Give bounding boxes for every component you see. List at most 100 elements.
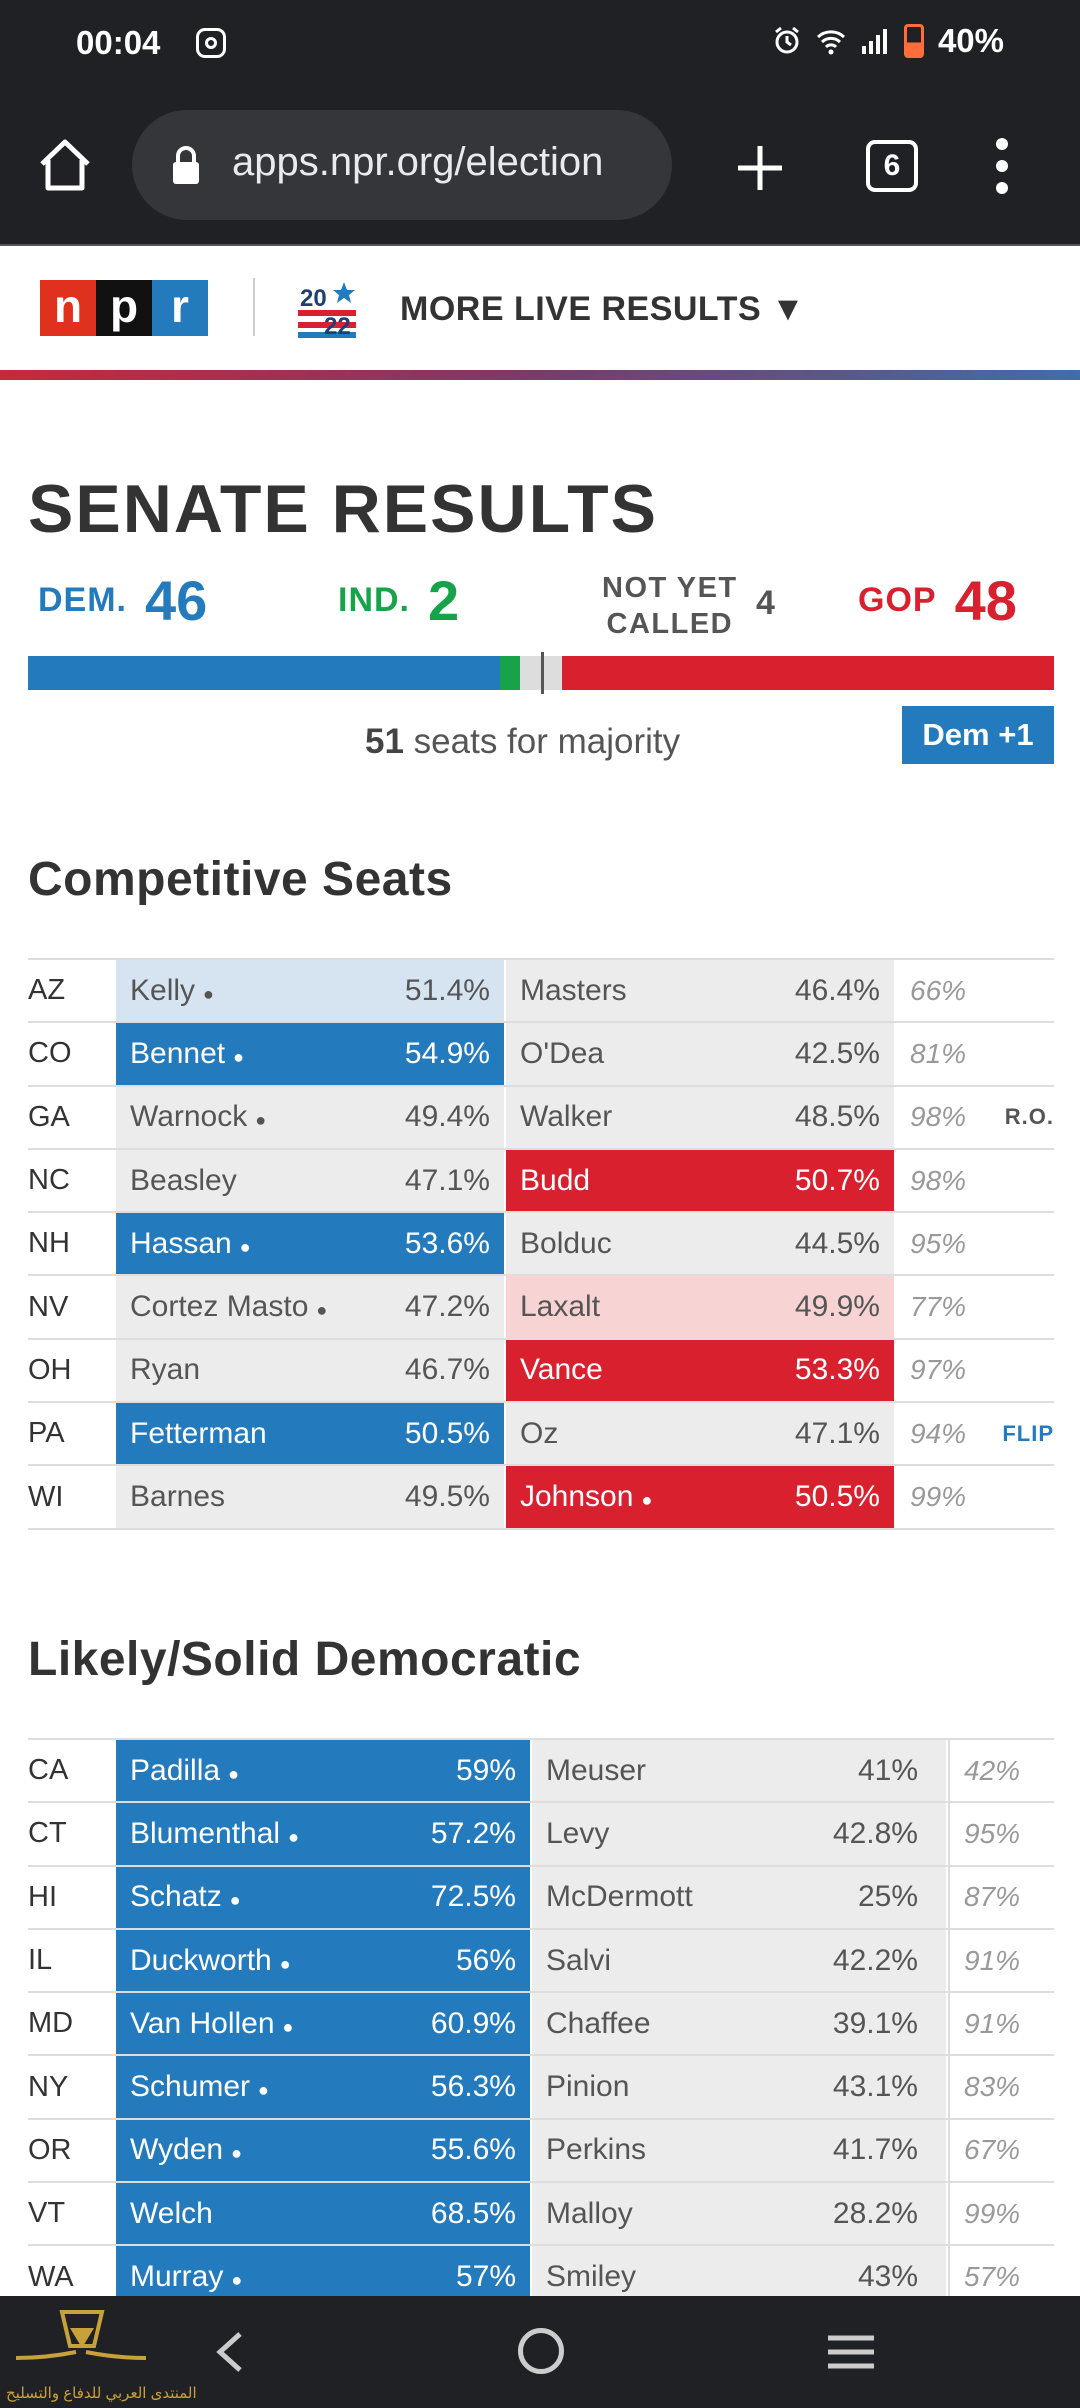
race-flag — [986, 1023, 1054, 1084]
table-row[interactable]: CO Bennet ● 54.9% O'Dea 42.5% 81% — [28, 1023, 1054, 1087]
vote-percent: 50.5% — [404, 1416, 490, 1450]
address-bar[interactable]: apps.npr.org/election — [132, 110, 672, 220]
table-row[interactable]: GA Warnock ● 49.4% Walker 48.5% 98% R.O. — [28, 1086, 1054, 1150]
candidate-name: McDermott — [546, 1880, 693, 1914]
row-hi-dem-candidate: Schatz ● 72.5% — [116, 1866, 530, 1928]
majority-text: 51 seats for majority — [365, 722, 681, 761]
seat-bar-dem — [28, 656, 500, 690]
row-pa-gop-candidate: Oz 47.1% — [506, 1403, 894, 1465]
table-row[interactable]: IL Duckworth ● 56% Salvi 42.2% 91% — [28, 1929, 1054, 1994]
state-code: AZ — [28, 974, 66, 1007]
table-row[interactable]: MD Van Hollen ● 60.9% Chaffee 39.1% 91% — [28, 1993, 1054, 2057]
table-row[interactable]: VT Welch 68.5% Malloy 28.2% 99% — [28, 2183, 1054, 2247]
candidate-name: Malloy — [546, 2196, 633, 2230]
state-code: NY — [28, 2070, 69, 2103]
incumbent-dot-icon: ● — [288, 1826, 299, 1847]
table-row[interactable]: WI Barnes 49.5% Johnson ● 50.5% 99% — [28, 1466, 1054, 1530]
row-nh-gop-candidate: Bolduc 44.5% — [506, 1213, 894, 1275]
row-nc-dem-candidate: Beasley 47.1% — [116, 1149, 504, 1212]
new-tab-icon[interactable] — [730, 138, 790, 198]
vote-percent: 49.4% — [404, 1100, 490, 1134]
table-row[interactable]: CA Padilla ● 59% Meuser 41% 42% — [28, 1740, 1054, 1804]
candidate-name: Pinion — [546, 2070, 630, 2104]
competitive-seats-heading: Competitive Seats — [28, 853, 453, 906]
recent-apps-icon[interactable] — [826, 2332, 876, 2372]
overflow-menu-icon[interactable] — [992, 138, 1012, 198]
percent-reporting: 77% — [910, 1291, 967, 1323]
table-row[interactable]: CT Blumenthal ● 57.2% Levy 42.8% 95% — [28, 1803, 1054, 1867]
table-row[interactable]: NH Hassan ● 53.6% Bolduc 44.5% 95% — [28, 1213, 1054, 1277]
candidate-name: Bennet ● — [130, 1036, 244, 1070]
svg-text:22: 22 — [324, 313, 351, 338]
more-live-results-dropdown[interactable]: MORE LIVE RESULTS ▼ — [400, 290, 806, 328]
watermark-text: المنتدى العربي للدفاع والتسليح — [6, 2385, 197, 2402]
candidate-name: Ryan — [130, 1353, 201, 1387]
race-flag: R.O. — [1004, 1104, 1054, 1130]
alarm-icon — [775, 26, 799, 54]
candidate-name: Smiley — [546, 2260, 637, 2294]
percent-reporting: 83% — [948, 2056, 1054, 2118]
row-ga-gop-candidate: Walker 48.5% — [506, 1086, 894, 1148]
header-gradient-stripe — [0, 370, 1080, 380]
vote-percent: 46.4% — [794, 973, 880, 1007]
vote-percent: 41.7% — [832, 2133, 918, 2167]
vote-percent: 43.1% — [832, 2070, 918, 2104]
status-time: 00:04 — [76, 24, 161, 61]
lock-icon — [173, 146, 199, 184]
home-icon[interactable] — [34, 134, 96, 196]
incumbent-dot-icon: ● — [229, 1890, 241, 1911]
vote-percent: 39.1% — [832, 2006, 918, 2040]
table-row[interactable]: AZ Kelly ● 51.4% Masters 46.4% 66% — [28, 960, 1054, 1024]
vote-percent: 44.5% — [794, 1226, 880, 1260]
candidate-name: Oz — [520, 1416, 559, 1450]
gop-tally: GOP 48 — [858, 568, 1017, 633]
table-row[interactable]: NY Schumer ● 56.3% Pinion 43.1% 83% — [28, 2056, 1054, 2120]
candidate-name: Hassan ● — [130, 1226, 251, 1260]
incumbent-dot-icon: ● — [282, 2016, 294, 2037]
candidate-name: Welch — [130, 2196, 213, 2230]
table-row[interactable]: OR Wyden ● 55.6% Perkins 41.7% 67% — [28, 2119, 1054, 2184]
vote-percent: 68.5% — [430, 2196, 516, 2230]
table-row[interactable]: PA Fetterman 50.5% Oz 47.1% 94% FLIP — [28, 1403, 1054, 1467]
back-icon[interactable] — [210, 2330, 250, 2374]
state-code: GA — [28, 1100, 70, 1133]
state-code: OH — [28, 1353, 72, 1386]
incumbent-dot-icon: ● — [316, 1300, 328, 1321]
table-row[interactable]: NC Beasley 47.1% Budd 50.7% 98% — [28, 1149, 1054, 1214]
tab-switcher-button[interactable]: 6 — [866, 140, 918, 192]
table-row[interactable]: NV Cortez Masto ● 47.2% Laxalt 49.9% 77% — [28, 1276, 1054, 1340]
table-row[interactable]: HI Schatz ● 72.5% McDermott 25% 87% — [28, 1866, 1054, 1930]
candidate-name: Cortez Masto ● — [130, 1290, 328, 1324]
state-code: OR — [28, 2133, 72, 2166]
state-code: VT — [28, 2197, 66, 2230]
row-wi-gop-candidate: Johnson ● 50.5% — [506, 1466, 894, 1528]
percent-reporting: 91% — [948, 1929, 1054, 1992]
row-or-dem-candidate: Wyden ● 55.6% — [116, 2119, 530, 2182]
candidate-name: Murray ● — [130, 2260, 243, 2294]
candidate-name: Budd — [520, 1163, 591, 1197]
candidate-name: Bolduc — [520, 1226, 612, 1260]
row-ny-dem-candidate: Schumer ● 56.3% — [116, 2056, 530, 2118]
candidate-name: Walker — [520, 1100, 613, 1134]
row-nv-dem-candidate: Cortez Masto ● 47.2% — [116, 1276, 504, 1338]
candidate-name: Duckworth ● — [130, 1943, 291, 1977]
vote-percent: 43% — [857, 2260, 918, 2294]
home-circle-icon[interactable] — [518, 2328, 564, 2374]
vote-percent: 53.3% — [794, 1353, 880, 1387]
row-ca-gop-candidate: Meuser 41% — [532, 1740, 946, 1802]
percent-reporting: 99% — [910, 1481, 967, 1513]
row-hi-gop-candidate: McDermott 25% — [532, 1866, 946, 1928]
candidate-name: Padilla ● — [130, 1753, 239, 1787]
candidate-name: Salvi — [546, 1943, 612, 1977]
incumbent-dot-icon: ● — [228, 1763, 239, 1784]
row-or-gop-candidate: Perkins 41.7% — [532, 2119, 946, 2182]
battery-percent: 40% — [937, 22, 1004, 59]
vote-percent: 56.3% — [430, 2070, 516, 2104]
vote-percent: 57% — [455, 2260, 516, 2294]
candidate-name: Chaffee — [546, 2006, 651, 2040]
table-row[interactable]: OH Ryan 46.7% Vance 53.3% 97% — [28, 1339, 1054, 1404]
seat-balance-bar — [28, 652, 1054, 694]
candidate-name: Blumenthal ● — [130, 1816, 299, 1850]
vote-percent: 49.9% — [794, 1290, 880, 1324]
